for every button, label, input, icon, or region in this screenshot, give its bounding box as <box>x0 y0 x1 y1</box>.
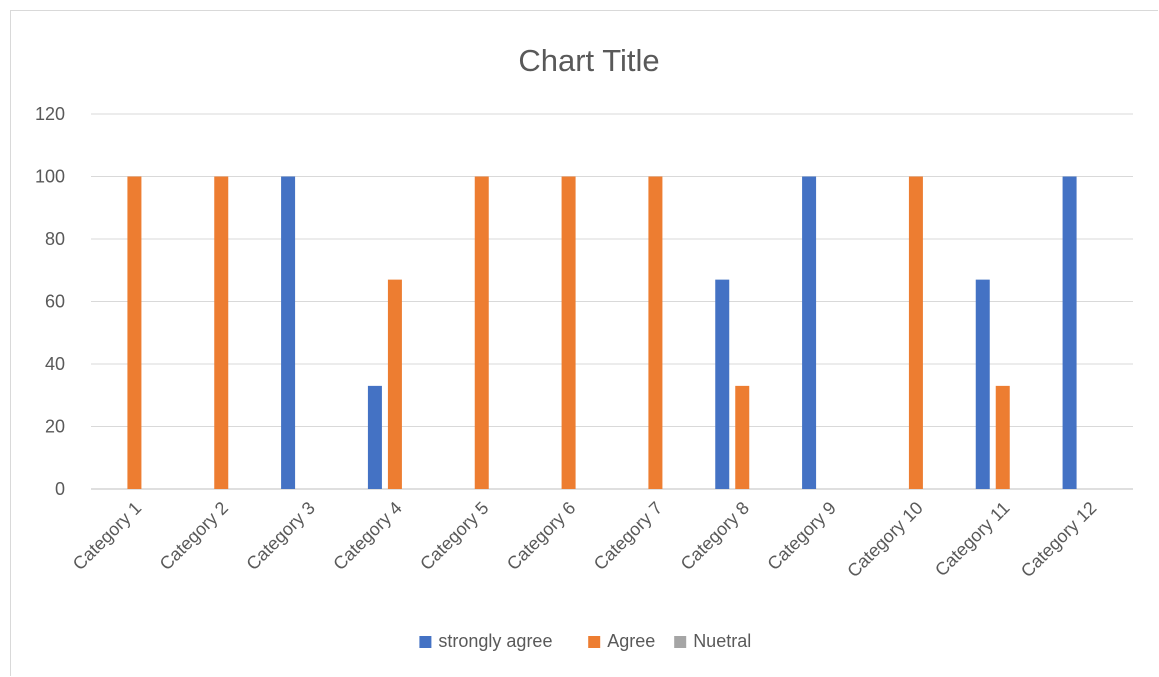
bar-agree <box>387 279 402 489</box>
bar-agree <box>214 176 229 489</box>
y-tick-label: 120 <box>35 104 65 124</box>
bar-strongly-agree <box>1062 176 1077 489</box>
y-tick-label: 100 <box>35 167 65 187</box>
legend-swatch <box>588 636 601 648</box>
bar-agree <box>648 176 663 489</box>
y-tick-label: 0 <box>55 479 65 499</box>
bar-agree <box>995 385 1010 489</box>
x-tick-label: Category 2 <box>156 498 232 574</box>
legend-label: Nuetral <box>693 631 751 651</box>
legend: strongly agree Agree Nuetral <box>419 631 751 651</box>
chart-frame: Chart Title 0 20 40 60 80 100 120 Category 1 Ca… <box>10 10 1158 676</box>
y-axis-ticks: 0 20 40 60 80 100 120 <box>35 104 65 499</box>
x-tick-label: Category 5 <box>416 498 492 574</box>
legend-swatch <box>674 636 687 648</box>
x-tick-label: Category 11 <box>931 498 1014 581</box>
x-tick-label: Category 8 <box>677 498 753 574</box>
x-axis-ticks: Category 1 Category 2 Category 3 Category 4… <box>69 498 1101 581</box>
y-tick-label: 60 <box>45 292 65 312</box>
bar-agree <box>735 385 750 489</box>
bar-strongly-agree <box>975 279 990 489</box>
bar-strongly-agree <box>281 176 296 489</box>
y-tick-label: 20 <box>45 417 65 437</box>
legend-label: Agree <box>607 631 655 651</box>
x-tick-label: Category 6 <box>503 498 579 574</box>
x-tick-label: Category 4 <box>329 498 405 574</box>
chart-title: Chart Title <box>518 43 659 78</box>
bar-strongly-agree <box>802 176 817 489</box>
bar-agree <box>127 176 142 489</box>
x-tick-label: Category 3 <box>243 498 319 574</box>
bar-agree <box>474 176 489 489</box>
bar-strongly-agree <box>715 279 730 489</box>
x-tick-label: Category 10 <box>843 498 926 581</box>
x-tick-label: Category 1 <box>69 498 145 574</box>
bars <box>127 176 1077 489</box>
y-tick-label: 80 <box>45 229 65 249</box>
bar-agree <box>561 176 576 489</box>
x-tick-label: Category 9 <box>764 498 840 574</box>
x-tick-label: Category 7 <box>590 498 666 574</box>
gridlines <box>91 113 1133 490</box>
bar-strongly-agree <box>367 385 382 489</box>
y-tick-label: 40 <box>45 354 65 374</box>
bar-agree <box>908 176 923 489</box>
legend-label: strongly agree <box>438 631 552 651</box>
x-tick-label: Category 12 <box>1017 498 1100 581</box>
legend-swatch <box>419 636 432 648</box>
